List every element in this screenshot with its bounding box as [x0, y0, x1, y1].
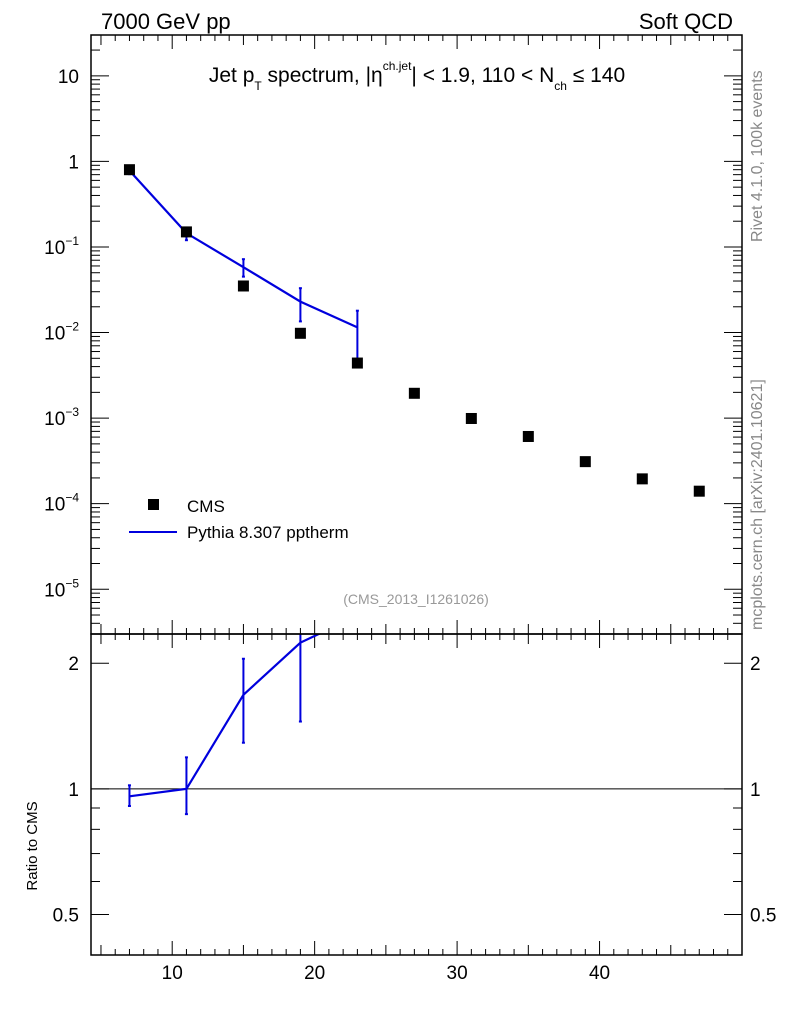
analysis-id: (CMS_2013_I1261026) — [343, 591, 489, 607]
title-part-a: Jet p — [209, 64, 255, 87]
ratio-y-axis-label: Ratio to CMS — [24, 801, 41, 890]
y-tick-label-exp: −5 — [65, 576, 79, 590]
y-tick-label: 1 — [68, 152, 79, 173]
y-tick-label: 10−5 — [44, 576, 79, 601]
ratio-y-tick-label-left: 2 — [68, 654, 79, 675]
main-axis-ticks — [91, 34, 742, 635]
cms-data-points — [123, 164, 705, 497]
legend-label-mc: Pythia 8.307 pptherm — [187, 523, 349, 542]
cms-data-point — [522, 430, 534, 442]
ratio-axis-ticks — [91, 634, 742, 956]
header-left: 7000 GeV pp — [101, 9, 231, 34]
cms-data-point — [579, 456, 591, 468]
mc-series-main — [127, 166, 359, 364]
cms-data-point — [465, 412, 477, 424]
y-tick-label-base: 10 — [44, 409, 65, 430]
y-tick-label-exp: −3 — [65, 405, 79, 419]
x-tick-label: 20 — [304, 963, 325, 984]
cms-data-point — [351, 357, 363, 369]
y-tick-label-exp: −2 — [65, 320, 79, 334]
cms-data-point — [237, 280, 249, 292]
cms-data-point — [408, 387, 420, 399]
cms-data-point — [693, 485, 705, 497]
cms-data-point — [294, 327, 306, 339]
ratio-plot-frame — [90, 633, 743, 956]
title-part-d: ≤ 140 — [567, 64, 625, 87]
title-sub-t: T — [254, 79, 262, 93]
ratio-y-tick-label-left: 1 — [68, 780, 79, 801]
ratio-y-tick-labels: 0.5 0.5 1 1 2 2 — [53, 654, 777, 926]
y-tick-label: 10−4 — [44, 491, 79, 516]
x-tick-label: 40 — [589, 963, 610, 984]
y-tick-label-base: 10 — [44, 324, 65, 345]
y-tick-label-exp: −4 — [65, 491, 79, 505]
cms-data-point — [123, 164, 135, 176]
side-label-top: Rivet 4.1.0, 100k events — [749, 70, 766, 242]
y-tick-label-exp: −1 — [65, 234, 79, 248]
cms-data-point — [636, 473, 648, 485]
mc-series-ratio — [127, 634, 322, 816]
x-tick-label: 30 — [447, 963, 468, 984]
ratio-y-tick-label-right: 2 — [750, 654, 761, 675]
legend-label-cms: CMS — [187, 497, 225, 516]
title-sup-chjet: ch.jet — [383, 59, 412, 73]
x-tick-labels: 10 20 30 40 — [162, 963, 610, 984]
y-tick-label-base: 10 — [44, 495, 65, 516]
legend-marker-cms — [148, 499, 159, 510]
y-tick-label: 10 — [58, 67, 79, 88]
x-tick-label: 10 — [162, 963, 183, 984]
y-tick-label-base: 10 — [44, 238, 65, 259]
y-tick-label: 10−1 — [44, 234, 79, 259]
chart-title: Jet pT spectrum, |ηch.jet| < 1.9, 110 < … — [209, 59, 625, 93]
title-sub-ch: ch — [554, 79, 567, 93]
cms-data-point — [180, 226, 192, 238]
y-tick-label: 10−2 — [44, 320, 79, 345]
main-plot-frame — [90, 34, 743, 635]
title-part-b: spectrum, |η — [262, 64, 383, 87]
ratio-y-tick-label-left: 0.5 — [53, 906, 79, 927]
y-tick-label-base: 10 — [44, 580, 65, 601]
y-tick-label: 10−3 — [44, 405, 79, 430]
title-part-c: | < 1.9, 110 < N — [411, 64, 554, 87]
header-right: Soft QCD — [639, 9, 733, 34]
mc-line — [128, 169, 358, 329]
ratio-y-tick-label-right: 0.5 — [750, 906, 776, 927]
side-label-bottom: mcplots.cern.ch [arXiv:2401.10621] — [749, 379, 766, 630]
ratio-y-tick-label-right: 1 — [750, 780, 761, 801]
